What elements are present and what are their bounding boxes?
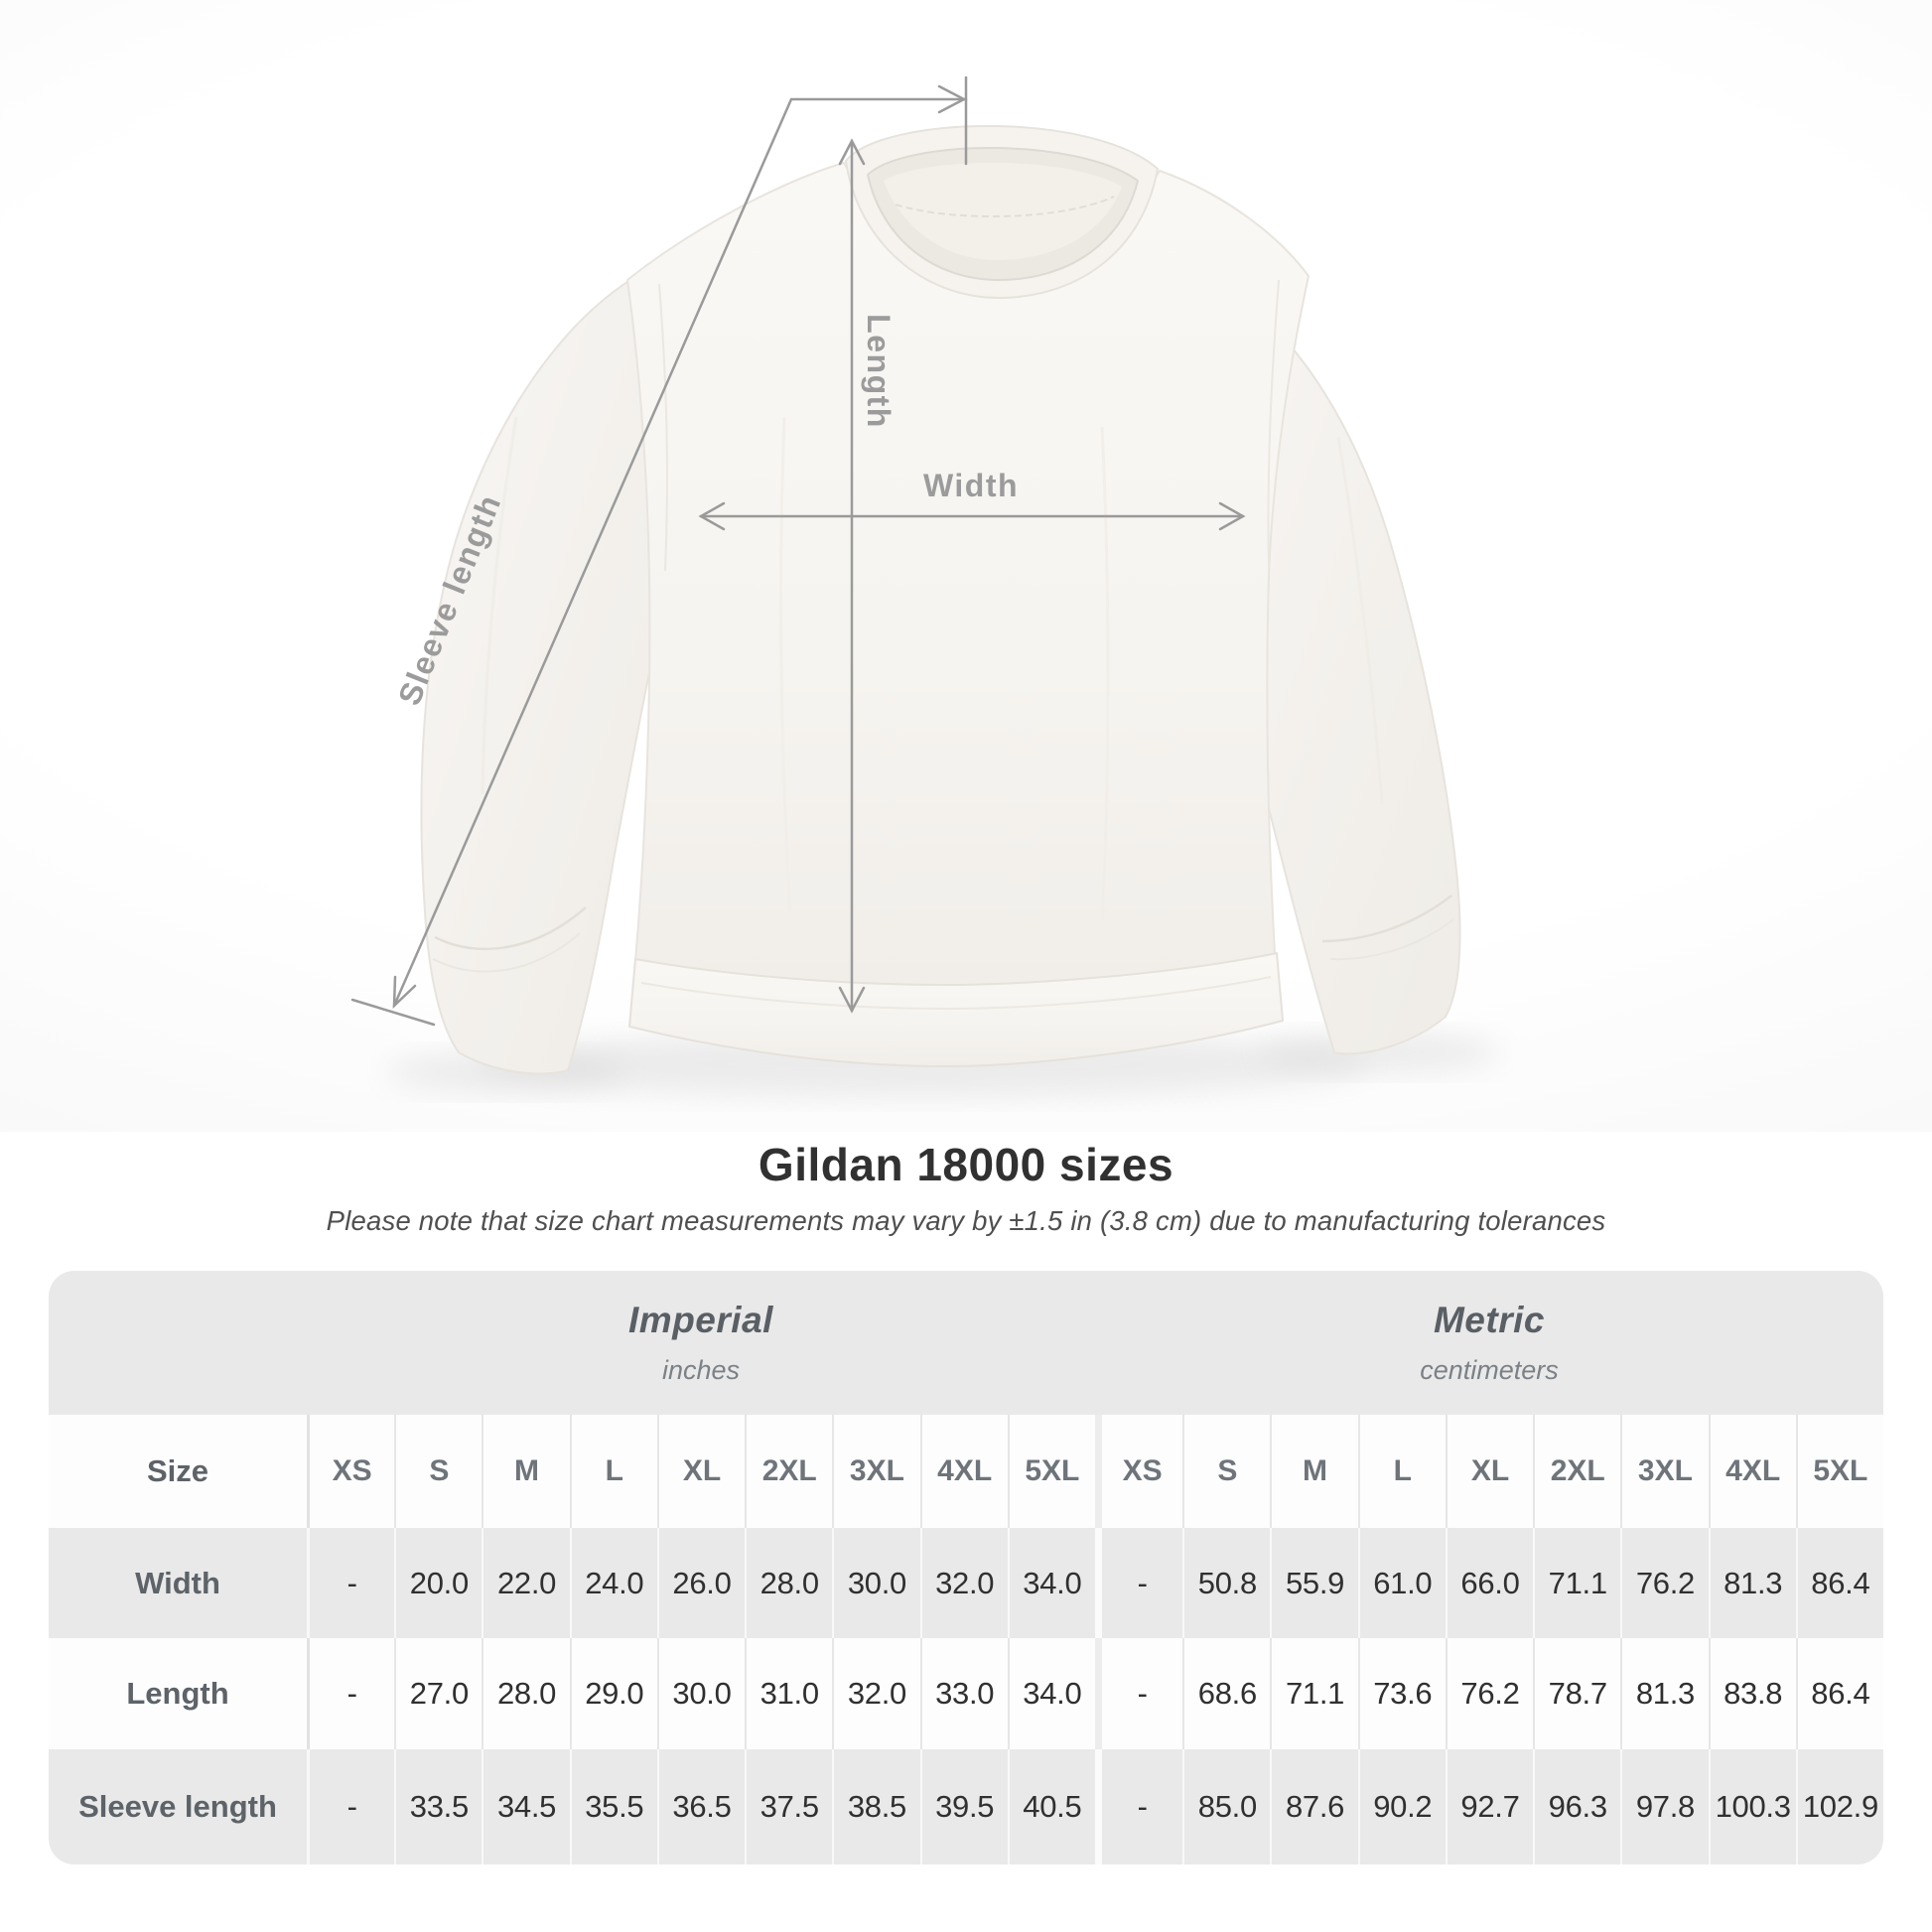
value-cell: - xyxy=(307,1638,395,1749)
page-title: Gildan 18000 sizes xyxy=(758,1139,1174,1190)
value-cell: 96.3 xyxy=(1533,1749,1621,1864)
value-cell: 20.0 xyxy=(394,1528,483,1638)
value-cell: 26.0 xyxy=(656,1528,746,1638)
value-cell: 86.4 xyxy=(1795,1528,1883,1638)
value-cell: 83.8 xyxy=(1708,1638,1796,1749)
value-cell: 33.5 xyxy=(394,1749,483,1864)
length-arrow xyxy=(838,138,866,1014)
value-cell: 34.0 xyxy=(1007,1638,1095,1749)
sleeve-length-arrow xyxy=(350,75,968,1027)
value-cell: - xyxy=(307,1528,395,1638)
size-col-header: 4XL xyxy=(919,1415,1008,1528)
value-cell: 27.0 xyxy=(394,1638,483,1749)
value-cell: 100.3 xyxy=(1708,1749,1796,1864)
value-cell: 24.0 xyxy=(569,1528,657,1638)
value-cell: 71.1 xyxy=(1533,1528,1621,1638)
tolerance-note: Please note that size chart measurements… xyxy=(326,1205,1606,1236)
metric-unit: centimeters xyxy=(1420,1355,1559,1385)
value-cell: 76.2 xyxy=(1445,1638,1534,1749)
size-col-header: XS xyxy=(307,1415,395,1528)
width-arrow xyxy=(698,501,1246,531)
size-col-header: L xyxy=(1357,1415,1446,1528)
size-col-header: S xyxy=(1182,1415,1271,1528)
value-cell: 81.3 xyxy=(1708,1528,1796,1638)
size-col-header: XS xyxy=(1094,1415,1183,1528)
size-col-header: 4XL xyxy=(1708,1415,1796,1528)
metric-header: Metric centimeters xyxy=(1094,1271,1883,1415)
value-cell: 73.6 xyxy=(1357,1638,1446,1749)
value-cell: 32.0 xyxy=(919,1528,1008,1638)
value-cell: 30.0 xyxy=(656,1638,746,1749)
size-col-header: 5XL xyxy=(1795,1415,1883,1528)
value-cell: - xyxy=(307,1749,395,1864)
size-col-header: 3XL xyxy=(1620,1415,1709,1528)
value-cell: - xyxy=(1094,1749,1183,1864)
value-cell: 78.7 xyxy=(1533,1638,1621,1749)
size-row-label: Size xyxy=(49,1415,307,1528)
value-cell: 28.0 xyxy=(482,1638,570,1749)
hem-band xyxy=(628,952,1284,1067)
size-col-header: M xyxy=(482,1415,570,1528)
value-cell: 32.0 xyxy=(832,1638,920,1749)
metric-title: Metric xyxy=(1433,1300,1545,1340)
value-cell: 66.0 xyxy=(1445,1528,1534,1638)
value-cell: 31.0 xyxy=(745,1638,833,1749)
size-col-header: XL xyxy=(1445,1415,1534,1528)
value-cell: 38.5 xyxy=(832,1749,920,1864)
row-label: Length xyxy=(49,1638,307,1749)
table-header-corner xyxy=(49,1271,307,1415)
value-cell: 86.4 xyxy=(1795,1638,1883,1749)
imperial-unit: inches xyxy=(661,1355,741,1385)
size-col-header: XL xyxy=(656,1415,746,1528)
value-cell: 29.0 xyxy=(569,1638,657,1749)
value-cell: 50.8 xyxy=(1182,1528,1271,1638)
row-label: Sleeve length xyxy=(49,1749,307,1864)
size-col-header: 2XL xyxy=(1533,1415,1621,1528)
title-block: Gildan 18000 sizes Please note that size… xyxy=(0,1138,1932,1237)
value-cell: 85.0 xyxy=(1182,1749,1271,1864)
value-cell: 87.6 xyxy=(1270,1749,1358,1864)
value-cell: 28.0 xyxy=(745,1528,833,1638)
imperial-header: Imperial inches xyxy=(307,1271,1095,1415)
value-cell: 97.8 xyxy=(1620,1749,1709,1864)
size-col-header: 5XL xyxy=(1007,1415,1095,1528)
sweatshirt-illustration xyxy=(420,125,1461,1075)
value-cell: 30.0 xyxy=(832,1528,920,1638)
length-label: Length xyxy=(861,314,897,429)
value-cell: 68.6 xyxy=(1182,1638,1271,1749)
value-cell: 35.5 xyxy=(569,1749,657,1864)
value-cell: 71.1 xyxy=(1270,1638,1358,1749)
product-photo-area: Length Width Sleeve length xyxy=(0,0,1932,1132)
value-cell: 55.9 xyxy=(1270,1528,1358,1638)
value-cell: 81.3 xyxy=(1620,1638,1709,1749)
value-cell: 92.7 xyxy=(1445,1749,1534,1864)
value-cell: 39.5 xyxy=(919,1749,1008,1864)
value-cell: - xyxy=(1094,1638,1183,1749)
size-col-header: 2XL xyxy=(745,1415,833,1528)
value-cell: 36.5 xyxy=(656,1749,746,1864)
value-cell: 90.2 xyxy=(1357,1749,1446,1864)
row-label: Width xyxy=(49,1528,307,1638)
size-col-header: S xyxy=(394,1415,483,1528)
value-cell: 76.2 xyxy=(1620,1528,1709,1638)
value-cell: 102.9 xyxy=(1795,1749,1883,1864)
width-label: Width xyxy=(923,468,1019,503)
imperial-title: Imperial xyxy=(628,1300,773,1340)
value-cell: - xyxy=(1094,1528,1183,1638)
value-cell: 22.0 xyxy=(482,1528,570,1638)
value-cell: 33.0 xyxy=(919,1638,1008,1749)
size-col-header: L xyxy=(569,1415,657,1528)
collar xyxy=(845,125,1159,299)
sweatshirt-diagram: Length Width Sleeve length xyxy=(350,75,1499,1098)
value-cell: 37.5 xyxy=(745,1749,833,1864)
value-cell: 61.0 xyxy=(1357,1528,1446,1638)
value-cell: 34.5 xyxy=(482,1749,570,1864)
size-col-header: 3XL xyxy=(832,1415,920,1528)
value-cell: 40.5 xyxy=(1007,1749,1095,1864)
value-cell: 34.0 xyxy=(1007,1528,1095,1638)
size-table: Imperial inches Metric centimeters Size X… xyxy=(49,1271,1883,1864)
measurement-lines xyxy=(350,75,1246,1027)
left-sleeve xyxy=(420,265,672,1075)
size-col-header: M xyxy=(1270,1415,1358,1528)
